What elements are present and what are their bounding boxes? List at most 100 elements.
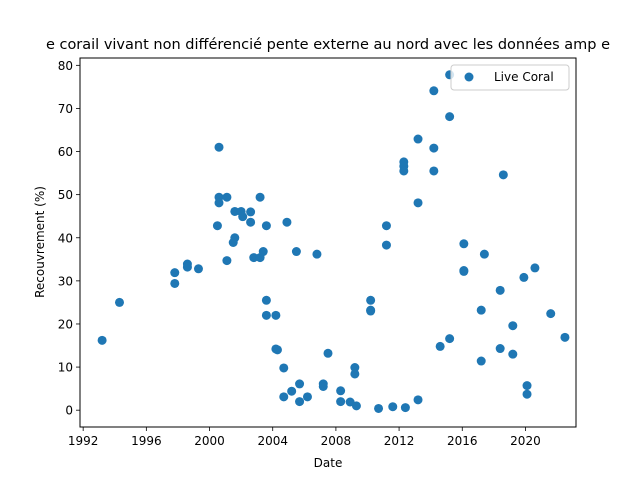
- legend: Live Coral: [450, 64, 570, 91]
- data-point: [318, 381, 328, 391]
- data-point: [351, 401, 361, 411]
- data-point: [295, 397, 305, 407]
- x-tick-label: 2016: [447, 434, 478, 448]
- chart-title: e corail vivant non différencié pente ex…: [46, 37, 610, 53]
- data-point: [214, 142, 224, 152]
- data-point: [522, 389, 532, 399]
- legend-label: Live Coral: [494, 70, 554, 84]
- data-point: [459, 239, 469, 249]
- x-tick-label: 1996: [131, 434, 162, 448]
- axis-ticks: 1992 1996 2000 2004 2008 2012 2016 2020 0 10 20 30 4…: [58, 59, 541, 448]
- y-axis-title: Recouvrement (%): [33, 186, 47, 298]
- data-point: [388, 402, 398, 412]
- data-point: [429, 86, 439, 96]
- data-point: [366, 295, 376, 305]
- data-point: [246, 207, 256, 217]
- data-point: [97, 335, 107, 345]
- x-tick-label: 2020: [510, 434, 541, 448]
- data-point: [214, 198, 224, 208]
- data-point: [366, 306, 376, 316]
- data-point: [230, 206, 240, 216]
- data-point: [429, 166, 439, 176]
- y-tick-label: 70: [58, 102, 73, 116]
- data-point: [495, 344, 505, 354]
- data-point: [519, 272, 529, 282]
- data-point: [413, 395, 423, 405]
- data-point: [522, 381, 532, 391]
- y-tick-label: 0: [65, 404, 73, 418]
- y-tick-label: 40: [58, 231, 73, 245]
- data-point: [222, 192, 232, 202]
- data-point: [261, 310, 271, 320]
- plot-area: [79, 57, 577, 428]
- data-point: [476, 356, 486, 366]
- data-point: [498, 170, 508, 180]
- y-tick-label: 30: [58, 274, 73, 288]
- data-point: [413, 134, 423, 144]
- data-point: [435, 341, 445, 351]
- data-point: [413, 198, 423, 208]
- data-point: [291, 247, 301, 257]
- data-point: [546, 309, 556, 319]
- data-point: [170, 278, 180, 288]
- data-point: [302, 392, 312, 402]
- data-point: [374, 403, 384, 413]
- data-point: [295, 379, 305, 389]
- data-point: [246, 217, 256, 227]
- data-point: [238, 212, 248, 222]
- y-tick-label: 20: [58, 317, 73, 331]
- data-point: [212, 221, 222, 231]
- data-point: [249, 253, 259, 263]
- data-point: [429, 143, 439, 153]
- data-point: [399, 166, 409, 176]
- data-point: [272, 345, 282, 355]
- x-tick-label: 1992: [68, 434, 99, 448]
- data-point: [261, 221, 271, 231]
- x-tick-label: 2012: [384, 434, 415, 448]
- data-point: [255, 192, 265, 202]
- data-point: [279, 363, 289, 373]
- legend-marker: [464, 72, 474, 82]
- x-tick-label: 2008: [321, 434, 352, 448]
- data-point: [350, 369, 360, 379]
- data-point: [445, 112, 455, 122]
- data-points: [97, 70, 570, 413]
- data-point: [381, 240, 391, 250]
- data-point: [261, 295, 271, 305]
- data-point: [258, 247, 268, 257]
- data-point: [560, 332, 570, 342]
- data-point: [336, 386, 346, 396]
- x-tick-label: 2000: [194, 434, 225, 448]
- data-point: [230, 233, 240, 243]
- data-point: [476, 305, 486, 315]
- data-point: [182, 262, 192, 272]
- data-point: [381, 221, 391, 231]
- data-point: [287, 386, 297, 396]
- axes-frame: [79, 57, 577, 428]
- data-point: [400, 403, 410, 413]
- y-tick-label: 50: [58, 188, 73, 202]
- data-point: [508, 349, 518, 359]
- data-point: [222, 256, 232, 266]
- data-point: [114, 297, 124, 307]
- data-point: [170, 268, 180, 278]
- data-point: [282, 217, 292, 227]
- data-point: [312, 249, 322, 259]
- data-point: [193, 264, 203, 274]
- data-point: [459, 266, 469, 276]
- x-tick-label: 2004: [257, 434, 288, 448]
- y-tick-label: 10: [58, 361, 73, 375]
- legend-frame: [450, 64, 570, 91]
- data-point: [271, 310, 281, 320]
- data-point: [279, 392, 289, 402]
- y-tick-label: 80: [58, 59, 73, 73]
- data-point: [530, 263, 540, 273]
- x-axis-title: Date: [314, 456, 343, 470]
- data-point: [445, 334, 455, 344]
- data-point: [495, 285, 505, 295]
- data-point: [350, 363, 360, 373]
- data-point: [508, 321, 518, 331]
- data-point: [336, 397, 346, 407]
- data-point: [479, 249, 489, 259]
